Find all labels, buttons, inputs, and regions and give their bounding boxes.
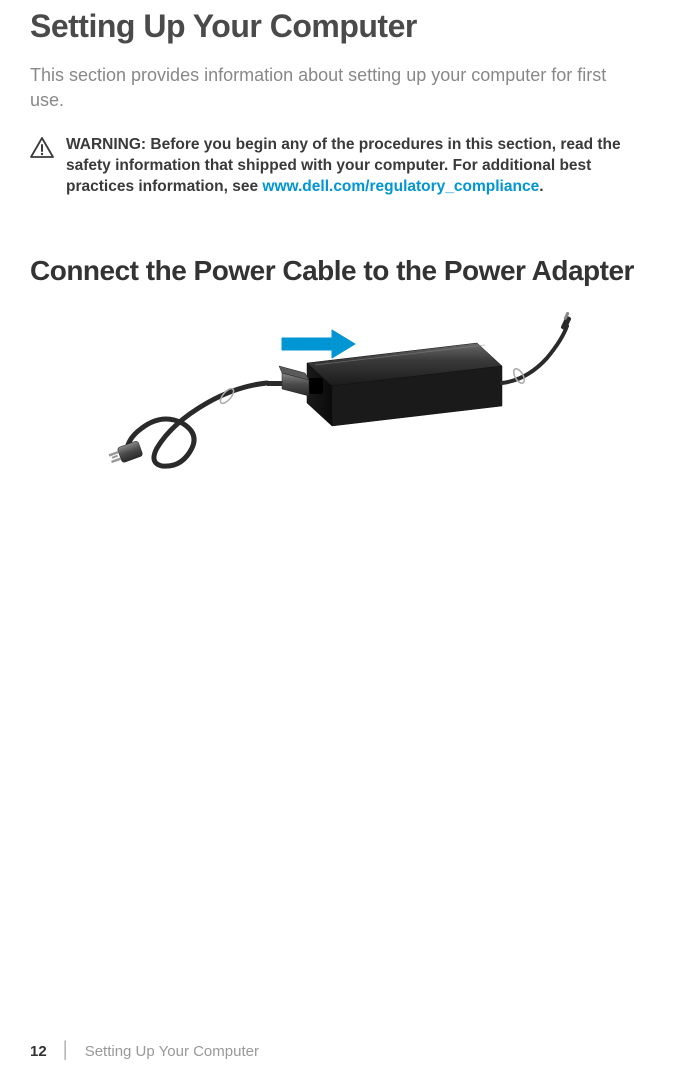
footer-section-title: Setting Up Your Computer: [85, 1043, 259, 1060]
warning-period: .: [539, 178, 543, 195]
page-title: Setting Up Your Computer: [30, 8, 644, 45]
section-heading: Connect the Power Cable to the Power Ada…: [30, 254, 644, 288]
page-footer: 12 │ Setting Up Your Computer: [30, 1042, 259, 1060]
power-adapter-illustration: [30, 308, 644, 488]
footer-divider: │: [61, 1042, 71, 1060]
compliance-link[interactable]: www.dell.com/regulatory_compliance: [262, 178, 539, 195]
intro-paragraph: This section provides information about …: [30, 63, 644, 113]
warning-block: WARNING: Before you begin any of the pro…: [30, 135, 644, 198]
warning-icon: [30, 137, 54, 159]
direction-arrow-icon: [282, 330, 355, 358]
warning-text: WARNING: Before you begin any of the pro…: [66, 135, 644, 198]
page-number: 12: [30, 1043, 47, 1060]
